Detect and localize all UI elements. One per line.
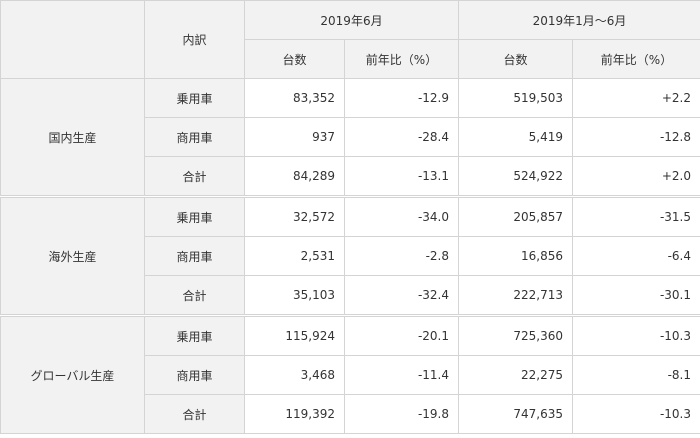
header-ytd-units: 台数	[458, 39, 573, 79]
month-units-cell: 83,352	[244, 78, 345, 118]
row-label-total: 合計	[144, 156, 245, 196]
ytd-units-cell: 205,857	[458, 197, 573, 237]
header-period-ytd: 2019年1月～6月	[458, 0, 700, 40]
month-yoy-total-cell: -13.1	[344, 156, 459, 196]
ytd-yoy-cell: -31.5	[572, 197, 700, 237]
row-label: 乗用車	[144, 197, 245, 237]
ytd-yoy-cell: -10.3	[572, 316, 700, 356]
month-yoy-cell: -20.1	[344, 316, 459, 356]
header-ytd-yoy: 前年比（%）	[572, 39, 700, 79]
month-units-cell: 32,572	[244, 197, 345, 237]
month-units-cell: 3,468	[244, 355, 345, 395]
row-label: 乗用車	[144, 78, 245, 118]
month-yoy-cell: -12.9	[344, 78, 459, 118]
group-label-global: グローバル生産	[0, 316, 145, 434]
row-label: 商用車	[144, 236, 245, 276]
month-units-cell: 937	[244, 117, 345, 157]
group-label-overseas: 海外生産	[0, 197, 145, 315]
ytd-yoy-cell: -6.4	[572, 236, 700, 276]
month-units-cell: 115,924	[244, 316, 345, 356]
ytd-units-total-cell: 524,922	[458, 156, 573, 196]
header-month-units: 台数	[244, 39, 345, 79]
header-month-yoy: 前年比（%）	[344, 39, 459, 79]
header-period-month: 2019年6月	[244, 0, 459, 40]
month-units-cell: 2,531	[244, 236, 345, 276]
ytd-units-cell: 5,419	[458, 117, 573, 157]
ytd-units-cell: 22,275	[458, 355, 573, 395]
ytd-units-total-cell: 747,635	[458, 394, 573, 434]
row-label-total: 合計	[144, 394, 245, 434]
month-yoy-cell: -2.8	[344, 236, 459, 276]
ytd-units-total-cell: 222,713	[458, 275, 573, 315]
row-label-total: 合計	[144, 275, 245, 315]
ytd-units-cell: 16,856	[458, 236, 573, 276]
month-yoy-total-cell: -32.4	[344, 275, 459, 315]
month-units-total-cell: 84,289	[244, 156, 345, 196]
month-yoy-total-cell: -19.8	[344, 394, 459, 434]
ytd-yoy-total-cell: -30.1	[572, 275, 700, 315]
month-yoy-cell: -11.4	[344, 355, 459, 395]
ytd-yoy-total-cell: -10.3	[572, 394, 700, 434]
month-yoy-cell: -34.0	[344, 197, 459, 237]
row-label: 商用車	[144, 355, 245, 395]
month-yoy-cell: -28.4	[344, 117, 459, 157]
ytd-yoy-total-cell: +2.0	[572, 156, 700, 196]
month-units-total-cell: 119,392	[244, 394, 345, 434]
group-label-domestic: 国内生産	[0, 78, 145, 196]
header-breakdown: 内訳	[144, 0, 245, 79]
ytd-yoy-cell: -12.8	[572, 117, 700, 157]
header-corner	[0, 0, 145, 79]
ytd-yoy-cell: +2.2	[572, 78, 700, 118]
row-label: 商用車	[144, 117, 245, 157]
ytd-units-cell: 519,503	[458, 78, 573, 118]
ytd-yoy-cell: -8.1	[572, 355, 700, 395]
month-units-total-cell: 35,103	[244, 275, 345, 315]
ytd-units-cell: 725,360	[458, 316, 573, 356]
row-label: 乗用車	[144, 316, 245, 356]
